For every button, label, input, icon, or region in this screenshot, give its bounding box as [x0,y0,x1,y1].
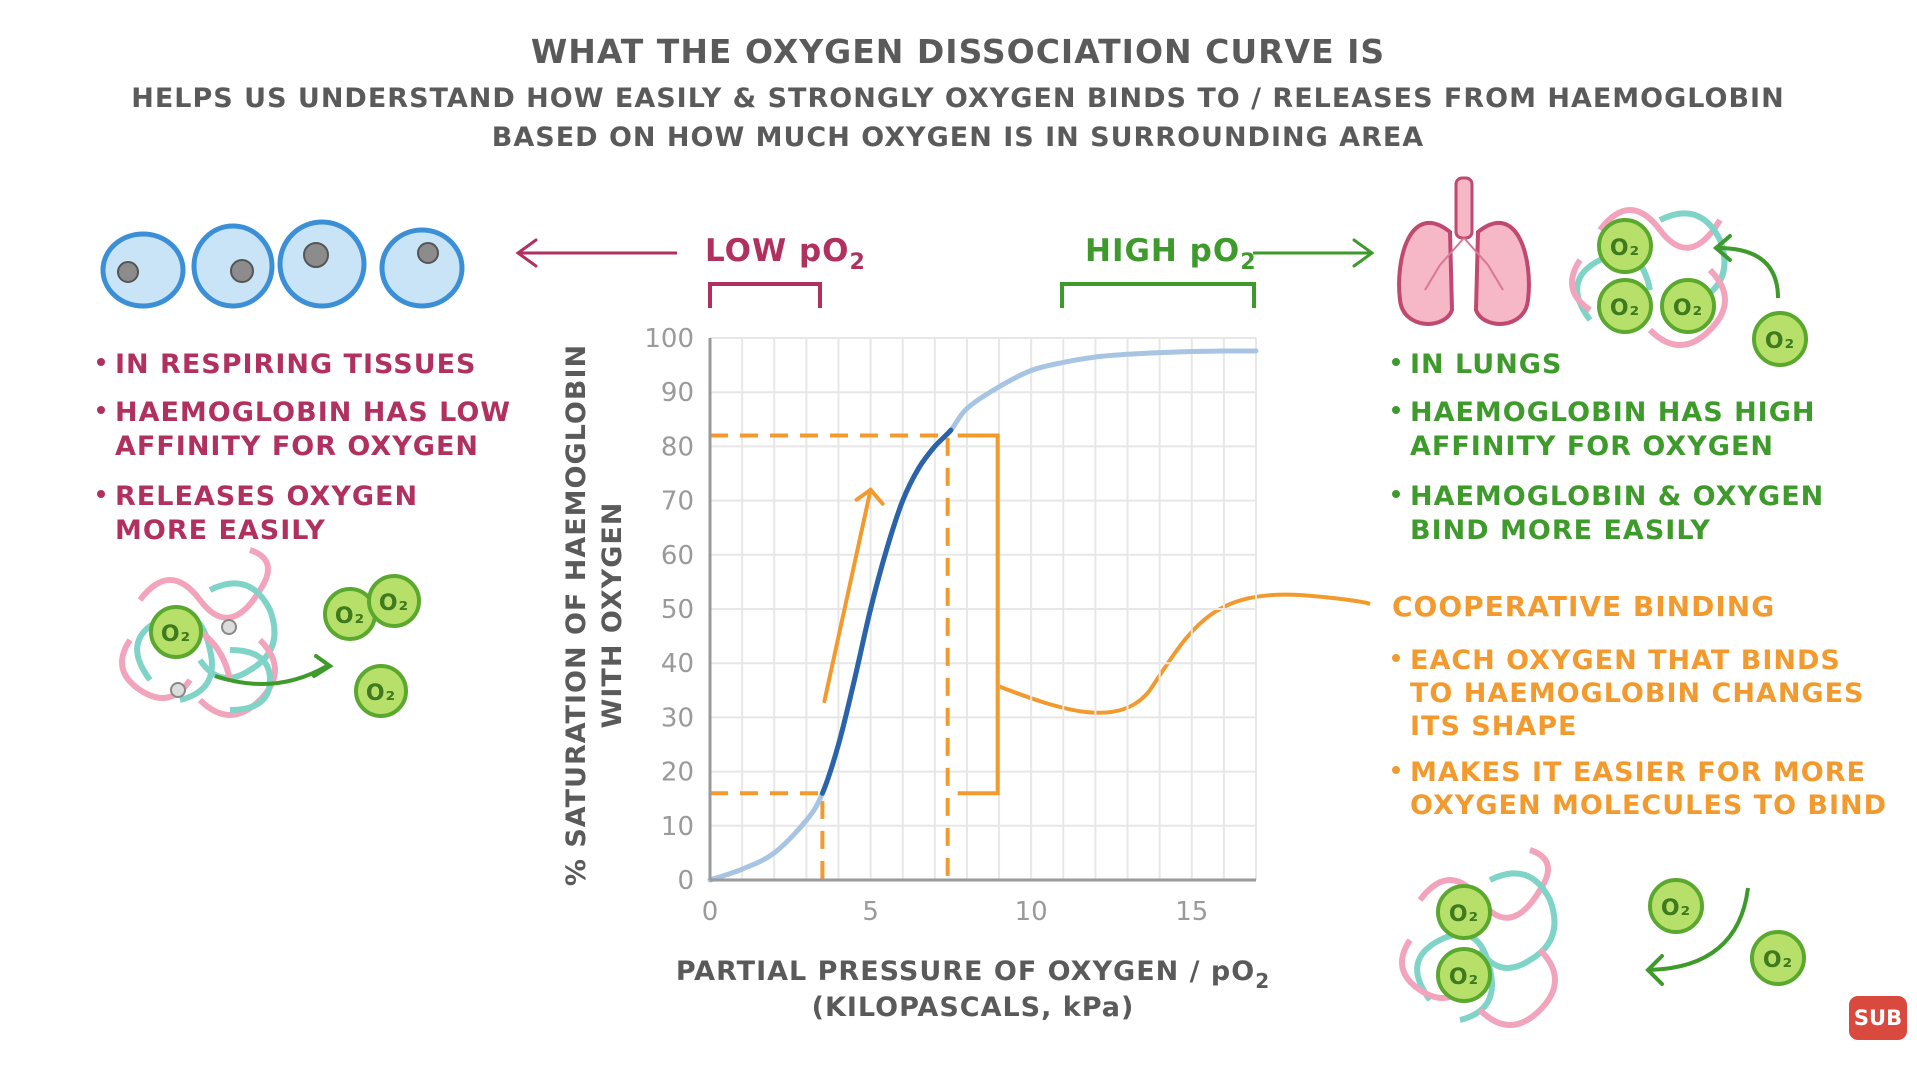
x-axis-label-units: (KILOPASCALS, kPa) [812,992,1135,1023]
list-item: AFFINITY FOR OXYGEN [1410,431,1774,462]
svg-text:O₂: O₂ [1673,296,1703,321]
y-axis-label-line-2: WITH OXYGEN [597,502,628,729]
subtitle-line-2: BASED ON HOW MUCH OXYGEN IS IN SURROUNDI… [492,122,1424,153]
y-tick-label: 50 [661,595,694,625]
oxygen-molecule-icon: O₂ [367,574,421,628]
list-item: IN LUNGS [1410,349,1562,380]
subscribe-badge[interactable]: SUB [1849,996,1907,1040]
cooperative-connector [997,592,1371,715]
list-item: MORE EASILY [115,515,326,546]
low-saturation-guide [710,791,825,880]
lungs-icon [1397,176,1531,326]
increase-arrow [822,487,873,704]
oxygen-dissociation-chart: 0 10 20 30 40 50 60 70 80 90 100 0 5 10 15 [644,324,1259,927]
chart-overlays [710,433,1000,880]
svg-text:O₂: O₂ [1449,965,1479,990]
list-item: IN RESPIRING TISSUES [115,349,477,380]
cooperative-bullet-list: EACH OXYGEN THAT BINDS TO HAEMOGLOBIN CH… [1392,645,1887,821]
oxygen-molecule-icon: O₂ [1436,947,1492,1003]
haemoglobin-binding-illustration: O₂ O₂ O₂ O₂ [1569,207,1808,367]
oxygen-molecule-icon: O₂ [323,587,377,641]
x-tick-label: 15 [1175,897,1208,927]
low-po2-bracket [708,282,822,308]
subtitle-line-1: HELPS US UNDERSTAND HOW EASILY & STRONGL… [131,83,1784,114]
page-title: WHAT THE OXYGEN DISSOCIATION CURVE IS [531,32,1385,71]
left-arrow-head [515,238,538,268]
chart-ticks: 0 10 20 30 40 50 60 70 80 90 100 0 5 10 15 [644,324,1208,927]
y-axis-label: % SATURATION OF HAEMOGLOBIN [561,344,592,886]
svg-text:O₂: O₂ [1610,236,1640,261]
y-tick-label: 100 [644,324,694,354]
svg-text:O₂: O₂ [1765,329,1795,354]
svg-text:O₂: O₂ [366,681,396,706]
y-tick-label: 30 [661,703,694,733]
chart-grid [710,337,1257,880]
y-tick-label: 10 [661,812,694,842]
high-po2-label: HIGH pO2 [1085,233,1257,275]
haemoglobin-full-illustration: O₂ O₂ O₂ O₂ [1399,847,1806,1028]
cell-icon [100,231,186,309]
low-po2-label: LOW pO2 [705,233,866,275]
x-tick-label: 5 [862,897,879,927]
cell-icon [277,219,367,309]
left-bullet-list: IN RESPIRING TISSUES HAEMOGLOBIN HAS LOW… [97,349,511,546]
chart-axes [708,338,1256,882]
svg-text:O₂: O₂ [1610,296,1640,321]
oxygen-molecule-icon: O₂ [1648,878,1704,934]
high-po2-bracket [1060,282,1256,308]
oxygen-molecule-icon: O₂ [354,664,408,718]
x-axis-label: PARTIAL PRESSURE OF OXYGEN / pO2 [676,956,1270,993]
cell-icon [379,227,465,309]
y-tick-label: 80 [661,432,694,462]
list-item: HAEMOGLOBIN & OXYGEN [1410,481,1824,512]
right-bullet-list: IN LUNGS HAEMOGLOBIN HAS HIGH AFFINITY F… [1392,349,1824,546]
oxygen-molecule-icon: O₂ [1436,884,1492,940]
respiring-cells-illustration [100,219,465,309]
y-tick-label: 70 [661,487,694,517]
list-item: BIND MORE EASILY [1410,515,1711,546]
list-item: TO HAEMOGLOBIN CHANGES [1410,678,1864,709]
steep-curve-section [819,427,954,796]
list-item: OXYGEN MOLECULES TO BIND [1410,790,1887,821]
list-item: EACH OXYGEN THAT BINDS [1410,645,1841,676]
oxygen-molecule-icon: O₂ [1750,930,1806,986]
svg-text:O₂: O₂ [379,591,409,616]
list-item: RELEASES OXYGEN [115,481,418,512]
y-tick-label: 0 [677,866,694,896]
oxygen-molecule-icon: O₂ [1597,218,1653,274]
y-tick-label: 40 [661,649,694,679]
y-tick-label: 90 [661,378,694,408]
right-arrow-head [1352,238,1375,268]
cooperative-binding-heading: COOPERATIVE BINDING [1392,590,1775,623]
list-item: AFFINITY FOR OXYGEN [115,431,479,462]
y-tick-label: 60 [661,541,694,571]
list-item: ITS SHAPE [1410,711,1577,742]
list-item: MAKES IT EASIER FOR MORE [1410,757,1866,788]
oxygen-molecule-icon: O₂ [1660,278,1716,334]
list-item: HAEMOGLOBIN HAS HIGH [1410,397,1815,428]
svg-text:O₂: O₂ [1763,948,1793,973]
oxygen-molecule-icon: O₂ [1752,311,1808,367]
y-tick-label: 20 [661,758,694,788]
increase-arrow-head [854,487,885,506]
oxygen-molecule-icon: O₂ [1597,278,1653,334]
cell-icon [191,223,275,309]
cooperative-bracket [957,433,1000,796]
high-saturation-guide [710,433,950,880]
chart-series [707,348,1259,883]
x-tick-label: 10 [1015,897,1048,927]
svg-text:O₂: O₂ [1449,902,1479,927]
svg-text:O₂: O₂ [335,604,365,629]
oxygen-molecule-icon: O₂ [149,605,203,659]
svg-text:O₂: O₂ [1661,896,1691,921]
list-item: HAEMOGLOBIN HAS LOW [115,397,511,428]
dissociation-curve [707,348,1259,883]
svg-text:O₂: O₂ [161,622,191,647]
x-tick-label: 0 [702,897,719,927]
haemoglobin-releasing-illustration: O₂ O₂ O₂ O₂ [119,547,421,718]
